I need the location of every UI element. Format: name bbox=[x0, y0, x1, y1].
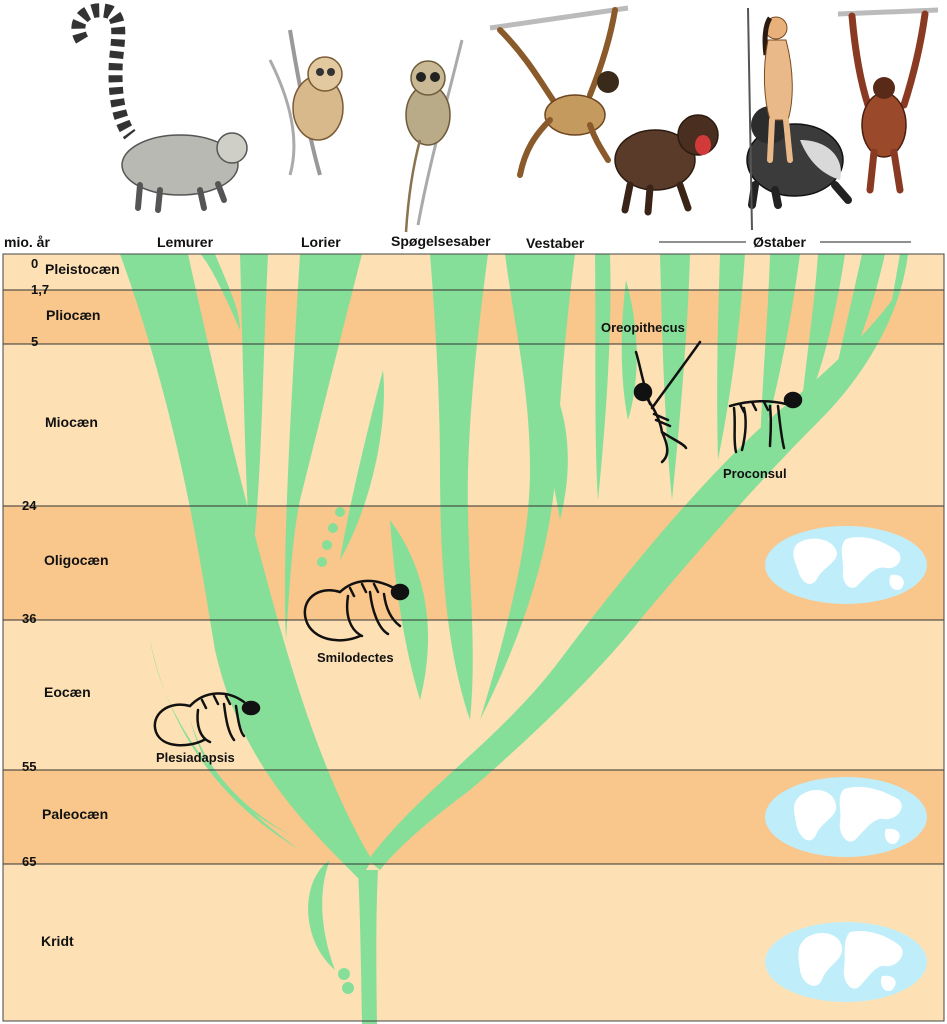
lemur-illustration bbox=[71, 3, 248, 213]
group-label-ostaber: Østaber bbox=[753, 234, 806, 250]
age-label-55: 55 bbox=[22, 759, 36, 774]
human-illustration bbox=[747, 7, 793, 231]
fossil-labels: Oreopithecus Proconsul Smilodectes Plesi… bbox=[156, 320, 787, 765]
fossil-label-smilodectes: Smilodectes bbox=[317, 650, 394, 665]
proconsul-skeleton bbox=[728, 391, 803, 454]
group-header: mio. år Lemurer Lorier Spøgelsesaber Ves… bbox=[4, 233, 911, 251]
diagram-frame bbox=[2, 253, 945, 1022]
fossil-label-plesiadapsis: Plesiadapsis bbox=[156, 750, 235, 765]
epoch-label-paleocaen: Paleocæn bbox=[42, 806, 108, 822]
epoch-label-pleistocaen: Pleistocæn bbox=[45, 261, 120, 277]
band-eocaen bbox=[3, 620, 944, 770]
phylogenetic-tree bbox=[120, 254, 908, 1024]
group-label-lemurer: Lemurer bbox=[157, 234, 214, 250]
group-label-vestaber: Vestaber bbox=[526, 235, 585, 251]
plesiadapsis-skeleton bbox=[153, 692, 261, 747]
age-label-65: 65 bbox=[22, 854, 36, 869]
age-label-24: 24 bbox=[22, 498, 37, 513]
epoch-boundaries bbox=[2, 253, 945, 1022]
axis-title: mio. år bbox=[4, 234, 50, 250]
mandrill-illustration bbox=[614, 114, 719, 216]
epoch-labels: Pleistocæn Pliocæn Miocæn Oligocæn Eocæn… bbox=[41, 261, 120, 949]
age-label-5: 5 bbox=[31, 334, 38, 349]
gorilla-illustration bbox=[746, 106, 852, 209]
oreopithecus-skeleton bbox=[633, 340, 702, 464]
fossil-label-proconsul: Proconsul bbox=[723, 466, 787, 481]
age-label-1-7: 1,7 bbox=[31, 282, 49, 297]
epoch-label-kridt: Kridt bbox=[41, 933, 74, 949]
tarsier-illustration bbox=[404, 39, 464, 233]
epoch-label-eocaen: Eocæn bbox=[44, 684, 91, 700]
loris-illustration bbox=[268, 29, 344, 176]
fossil-label-oreopithecus: Oreopithecus bbox=[601, 320, 685, 335]
gibbon-illustration bbox=[837, 7, 939, 194]
age-label-36: 36 bbox=[22, 611, 36, 626]
epoch-label-oligocaen: Oligocæn bbox=[44, 552, 109, 568]
animal-illustrations bbox=[71, 3, 939, 233]
epoch-label-pliocaen: Pliocæn bbox=[46, 307, 100, 323]
age-label-0: 0 bbox=[31, 256, 38, 271]
globe-kridt bbox=[765, 922, 927, 1002]
spider-monkey-illustration bbox=[489, 5, 629, 178]
age-labels: 0 1,7 5 24 36 55 65 bbox=[22, 256, 49, 869]
group-label-lorier: Lorier bbox=[301, 234, 341, 250]
globe-oligocaen bbox=[765, 526, 927, 604]
group-label-spogelsesaber: Spøgelsesaber bbox=[391, 233, 491, 249]
smilodectes-skeleton bbox=[303, 579, 410, 642]
epoch-label-miocaen: Miocæn bbox=[45, 414, 98, 430]
globe-paleocaen bbox=[765, 777, 927, 857]
